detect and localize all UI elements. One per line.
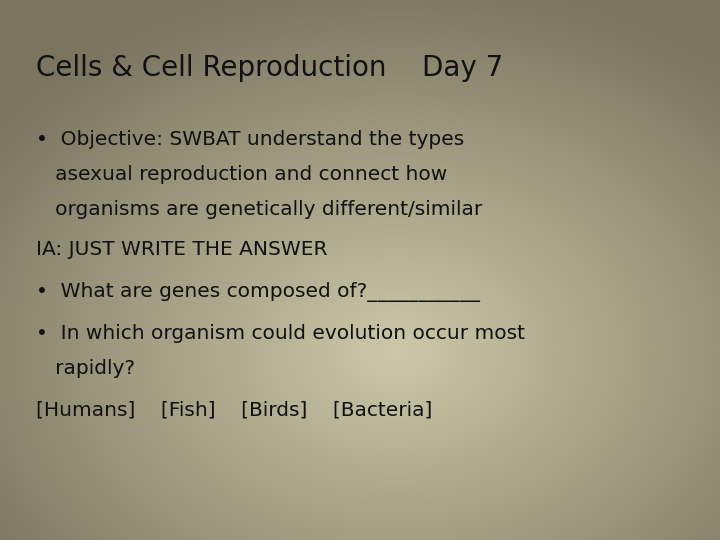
Text: rapidly?: rapidly? — [36, 359, 135, 378]
Text: asexual reproduction and connect how: asexual reproduction and connect how — [36, 165, 447, 184]
Text: Cells & Cell Reproduction    Day 7: Cells & Cell Reproduction Day 7 — [36, 54, 503, 82]
Text: •  What are genes composed of?___________: • What are genes composed of?___________ — [36, 282, 480, 302]
Text: •  In which organism could evolution occur most: • In which organism could evolution occu… — [36, 324, 525, 343]
Text: organisms are genetically different/similar: organisms are genetically different/simi… — [36, 200, 482, 219]
Text: IA: JUST WRITE THE ANSWER: IA: JUST WRITE THE ANSWER — [36, 240, 328, 259]
Text: •  Objective: SWBAT understand the types: • Objective: SWBAT understand the types — [36, 130, 464, 148]
Text: [Humans]    [Fish]    [Birds]    [Bacteria]: [Humans] [Fish] [Birds] [Bacteria] — [36, 401, 433, 420]
